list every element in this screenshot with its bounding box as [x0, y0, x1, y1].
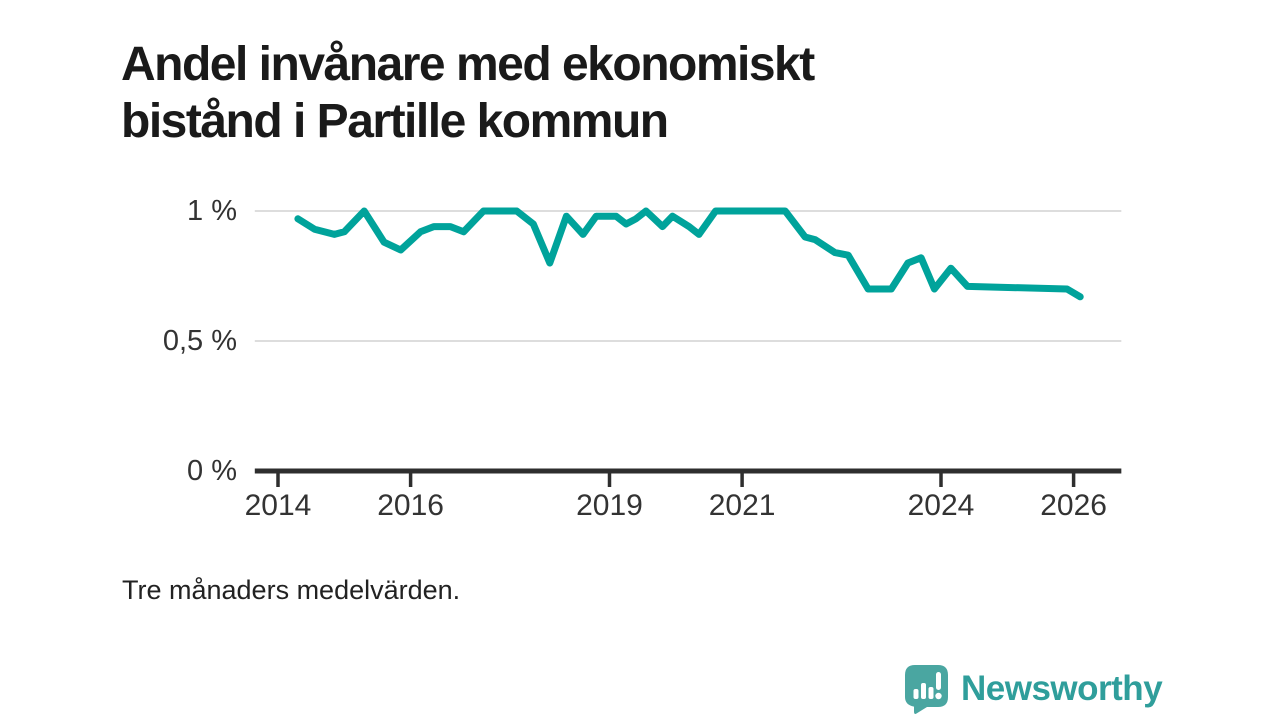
x-axis-tick-label-2021: 2021: [708, 489, 776, 522]
y-axis-tick-label-1pct: 1 %: [187, 195, 237, 227]
chart-footnote: Tre månaders medelvärden.: [122, 575, 461, 605]
newsworthy-logo-text: Newsworthy: [961, 668, 1163, 708]
title-line-1: Andel invånare med ekonomiskt: [121, 38, 815, 92]
x-axis-tick-label-2016: 2016: [377, 489, 444, 522]
title-line-2: bistånd i Partille kommun: [121, 95, 669, 149]
x-axis-tick-label-2019: 2019: [576, 489, 643, 522]
y-axis-tick-label-0pct: 0 %: [187, 455, 237, 487]
y-axis-tick-label-05pct: 0,5 %: [162, 325, 237, 357]
x-axis-tick-label-2014: 2014: [244, 489, 312, 522]
newsworthy-bubble-bar-chart-icon: [905, 665, 948, 714]
x-axis-tick-label-2026: 2026: [1040, 489, 1107, 522]
page-title: Andel invånare med ekonomiskt bistånd i …: [121, 36, 1081, 150]
newsworthy-logo: Newsworthy: [903, 663, 1163, 714]
x-axis-tick-label-2024: 2024: [907, 489, 975, 522]
